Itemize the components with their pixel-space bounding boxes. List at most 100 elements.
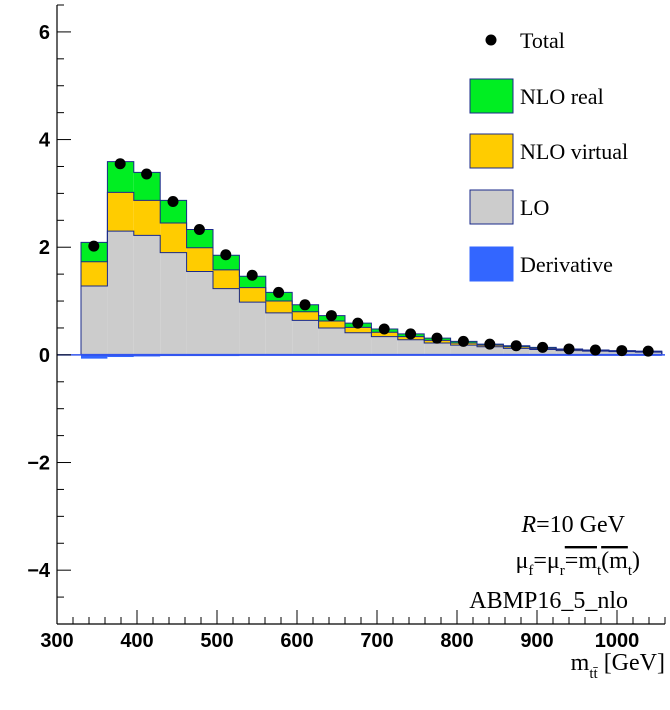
mu-f-sub: f bbox=[528, 563, 533, 579]
lo-bar bbox=[133, 235, 161, 355]
y-tick-label: 0 bbox=[39, 345, 50, 367]
legend-swatch-nlo-real bbox=[469, 78, 514, 114]
legend-label-lo: LO bbox=[520, 195, 549, 220]
total-point bbox=[352, 317, 364, 329]
y-tick-label: 4 bbox=[39, 130, 51, 152]
x-axis-label: mtt̄ [GeV] bbox=[571, 650, 665, 682]
nlo-virtual-bar bbox=[345, 327, 372, 333]
x-tick-label: 900 bbox=[520, 630, 553, 652]
lo-bar bbox=[186, 271, 213, 355]
y-tick-label: 2 bbox=[39, 237, 50, 259]
total-point bbox=[299, 299, 311, 311]
legend-swatch-lo bbox=[469, 189, 514, 225]
x-tick-label: 600 bbox=[280, 630, 313, 652]
mu-r: =μ bbox=[533, 548, 559, 574]
nlo-virtual-bar bbox=[81, 261, 108, 286]
total-point bbox=[273, 286, 285, 298]
total-point bbox=[141, 168, 153, 180]
total-point bbox=[88, 240, 100, 252]
x-axis-label-sub: tt̄ bbox=[589, 666, 598, 682]
total-point bbox=[457, 335, 469, 347]
lo-bar bbox=[81, 285, 108, 355]
total-point bbox=[167, 195, 179, 207]
total-point bbox=[431, 332, 443, 344]
total-point bbox=[114, 158, 126, 170]
nlo-real-bar bbox=[239, 276, 266, 288]
mu-r-sub: r bbox=[560, 563, 565, 579]
derivative-bar bbox=[107, 354, 134, 358]
lo-bar bbox=[424, 343, 451, 355]
lo-bar bbox=[107, 231, 134, 355]
total-point bbox=[563, 343, 575, 355]
lo-bar bbox=[160, 252, 187, 355]
total-point bbox=[378, 323, 390, 335]
mt-close: ) bbox=[632, 548, 640, 574]
lo-bar bbox=[239, 302, 266, 355]
x-tick-label: 800 bbox=[440, 630, 473, 652]
lo-bar bbox=[477, 346, 504, 355]
y-tick-label: −2 bbox=[27, 453, 50, 475]
nlo-virtual-bar bbox=[186, 247, 213, 272]
legend-label-nlo-real: NLO real bbox=[520, 84, 604, 109]
nlo-virtual-bar bbox=[160, 222, 187, 253]
x-axis-label-unit: [GeV] bbox=[604, 650, 665, 676]
lo-bar bbox=[265, 312, 293, 355]
legend-marker-total bbox=[485, 34, 497, 46]
total-point bbox=[510, 340, 522, 352]
derivative-bar bbox=[81, 354, 108, 359]
legend-swatch-derivative bbox=[469, 246, 514, 282]
nlo-virtual-bar bbox=[133, 200, 161, 236]
legend: Total NLO real NLO virtual LO Derivative bbox=[469, 28, 628, 282]
x-tick-label: 400 bbox=[120, 630, 153, 652]
x-axis-label-main: m bbox=[571, 650, 590, 676]
total-point bbox=[537, 341, 549, 353]
lo-bar bbox=[292, 320, 319, 355]
mt-paren: (m bbox=[601, 548, 628, 574]
points-layer bbox=[88, 158, 654, 357]
total-point bbox=[484, 338, 496, 350]
radius-symbol: R bbox=[520, 512, 536, 538]
legend-label-derivative: Derivative bbox=[520, 252, 613, 277]
nlo-virtual-bar bbox=[292, 311, 319, 321]
legend-swatch-nlo-virtual bbox=[469, 133, 514, 169]
pdf-annotation: ABMP16_5_nlo bbox=[469, 588, 628, 614]
legend-label-total: Total bbox=[520, 28, 565, 53]
radius-annotation: R=10 GeV bbox=[520, 512, 625, 538]
x-tick-label: 1000 bbox=[595, 630, 640, 652]
x-tick-label: 700 bbox=[360, 630, 393, 652]
lo-bar bbox=[371, 336, 398, 355]
scale-annotation: μf=μr=mt(mt) bbox=[516, 548, 641, 579]
lo-bar bbox=[318, 327, 345, 355]
mt: =m bbox=[565, 548, 598, 574]
nlo-real-bar bbox=[81, 242, 108, 262]
lo-bar bbox=[345, 332, 372, 355]
nlo-virtual-bar bbox=[213, 269, 240, 289]
nlo-real-bar bbox=[213, 255, 240, 270]
y-tick-label: 6 bbox=[39, 22, 50, 44]
legend-label-nlo-virtual: NLO virtual bbox=[520, 139, 628, 164]
nlo-real-bar bbox=[186, 229, 213, 248]
annotation-block: R=10 GeV μf=μr=mt(mt) ABMP16_5_nlo bbox=[469, 512, 640, 614]
mt-sub: t bbox=[597, 563, 602, 579]
x-tick-label: 500 bbox=[200, 630, 233, 652]
x-tick-label: 300 bbox=[40, 630, 73, 652]
total-point bbox=[325, 310, 337, 322]
total-point bbox=[220, 249, 232, 261]
total-point bbox=[193, 223, 205, 235]
nlo-virtual-bar bbox=[318, 320, 345, 328]
ticks-layer: −4 −2 0 2 4 6 300 400 500 600 700 800 900 1000 bbox=[27, 4, 666, 652]
lo-bar bbox=[397, 339, 425, 355]
y-tick-label: −4 bbox=[27, 560, 51, 582]
lo-bar bbox=[503, 348, 530, 355]
total-point bbox=[589, 344, 601, 356]
radius-value: =10 GeV bbox=[536, 512, 626, 538]
total-point bbox=[642, 345, 654, 357]
nlo-real-bar bbox=[160, 200, 187, 223]
total-point bbox=[405, 328, 417, 340]
lo-bar bbox=[213, 288, 240, 355]
mt-paren-sub: t bbox=[628, 563, 633, 579]
nlo-virtual-bar bbox=[107, 192, 134, 232]
nlo-virtual-bar bbox=[265, 301, 293, 313]
nlo-virtual-bar bbox=[239, 287, 266, 303]
